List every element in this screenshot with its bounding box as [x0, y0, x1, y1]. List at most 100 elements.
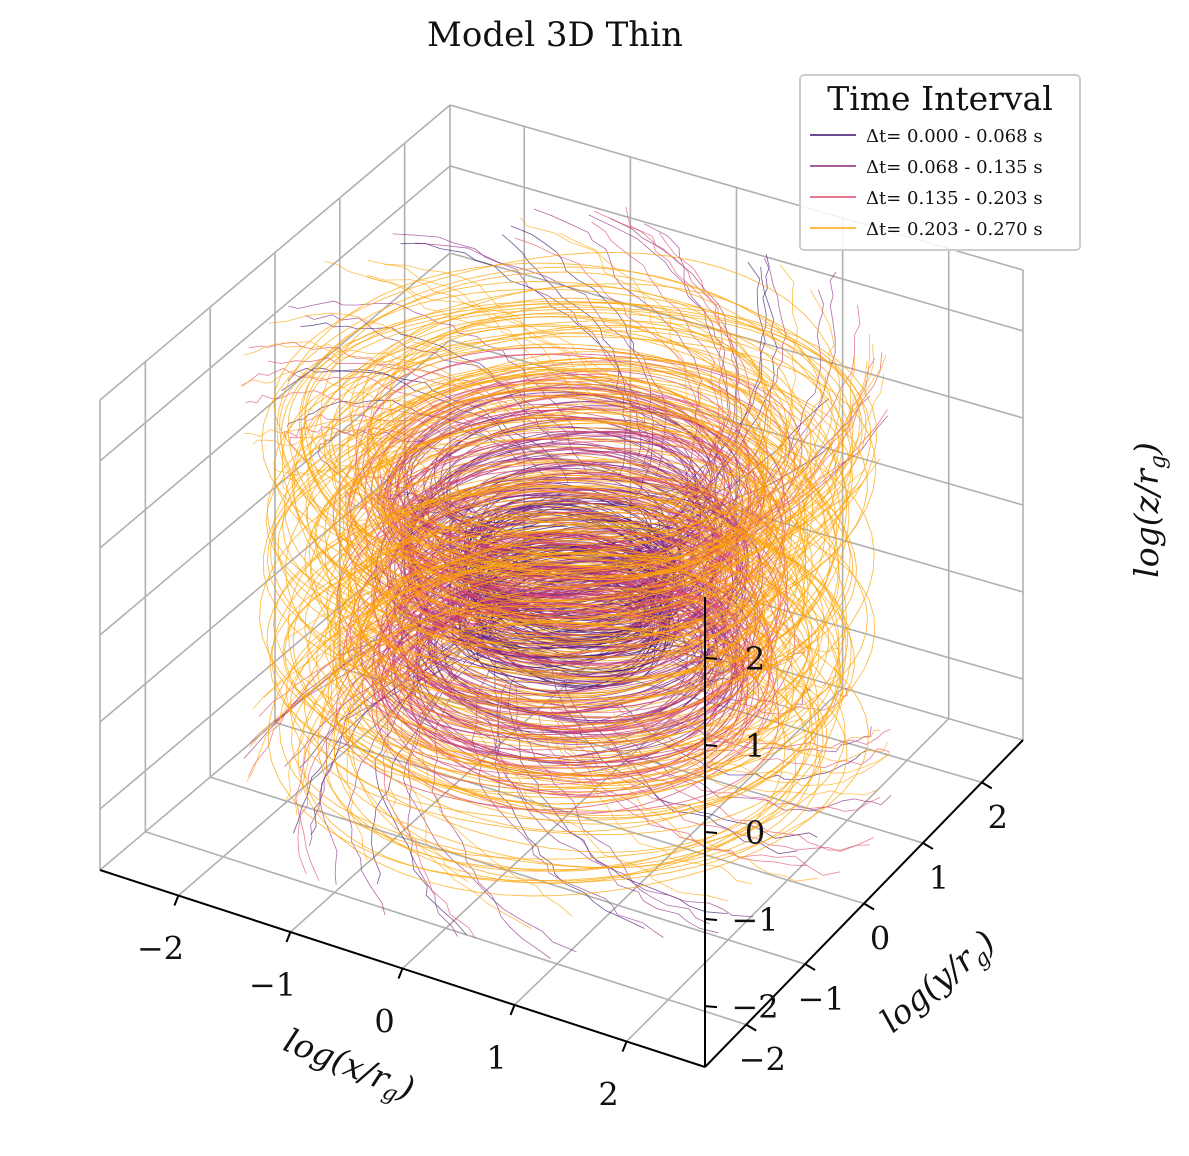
legend-entry-label: Δt= 0.135 - 0.203 s [866, 188, 1043, 209]
field-loop [371, 511, 782, 731]
field-loop [333, 513, 811, 767]
z-axis-label: log(z/rg) [1127, 442, 1171, 578]
outflow-strand [398, 550, 545, 590]
field-loop [271, 486, 855, 794]
chart-title: Model 3D Thin [427, 15, 683, 55]
outflow-strand [324, 260, 590, 410]
field-loop [282, 516, 847, 819]
field-loop [355, 347, 803, 586]
field-loop [304, 283, 823, 561]
z-tick-mark [704, 656, 718, 660]
field-loop [371, 567, 778, 785]
z-tick-label: −1 [731, 901, 778, 939]
x-tick-label: −2 [137, 930, 184, 968]
field-loop [381, 395, 766, 602]
field-loop [339, 453, 798, 697]
outflow-strand [619, 484, 862, 595]
outflow-strand [743, 646, 838, 694]
field-loop [276, 262, 867, 576]
outflow-strand [622, 720, 891, 787]
field-loop [409, 609, 719, 776]
outflow-strand [673, 352, 883, 574]
x-tick-mark [285, 931, 292, 943]
field-loop [284, 521, 852, 825]
outflow-strand [243, 343, 509, 418]
outflow-strand [419, 672, 573, 917]
y-tick-label: 2 [988, 798, 1008, 836]
outflow-strand [447, 529, 658, 551]
outflow-strand [454, 530, 706, 556]
field-loop [376, 602, 766, 811]
field-loop [377, 366, 767, 575]
z-tick-label: 2 [745, 640, 765, 678]
grid-wall-left-z [99, 339, 451, 636]
series-3 [242, 217, 891, 929]
field-loop [273, 475, 847, 784]
y-tick-label: −2 [739, 1041, 786, 1079]
field-loop [286, 555, 842, 853]
outflow-strand [533, 723, 752, 884]
outflow-strand [665, 704, 888, 763]
grid-wall-back-z [449, 165, 1024, 332]
field-loop [362, 475, 756, 685]
outflow-strand [663, 355, 887, 575]
field-loop [356, 524, 761, 739]
outflow-strand [729, 360, 868, 569]
outflow-strand [346, 650, 373, 861]
field-loop [383, 596, 755, 797]
outflow-strand [594, 210, 743, 509]
outflow-strand [559, 232, 714, 479]
outflow-strand [383, 263, 649, 427]
outflow-strand [284, 413, 483, 449]
field-loop [394, 487, 761, 684]
field-loop [353, 479, 777, 704]
z-tick-mark [704, 918, 718, 922]
field-loop [379, 325, 769, 534]
grid-floor-y [274, 721, 865, 905]
grid-wall-left-z [99, 252, 451, 549]
field-loop [347, 495, 805, 739]
field-loop [334, 625, 786, 869]
outflow-strand [336, 519, 372, 569]
outflow-strand [722, 264, 798, 522]
x-tick-label: 2 [598, 1075, 618, 1113]
field-loop [259, 437, 868, 758]
outflow-strand [639, 724, 888, 777]
outflow-strand [653, 615, 748, 645]
field-loop [284, 343, 841, 637]
outflow-strand [562, 735, 819, 882]
outflow-strand [594, 469, 866, 602]
z-tick-label: 0 [745, 814, 765, 852]
field-loop [287, 306, 872, 618]
outflow-strand [763, 634, 844, 660]
z-tick-label: −2 [731, 988, 778, 1026]
field-loop [273, 326, 853, 637]
outflow-strand [367, 274, 573, 391]
field-loop [351, 639, 807, 882]
field-loop [285, 406, 854, 708]
outflow-strand [267, 357, 549, 432]
outflow-strand [331, 458, 415, 510]
outflow-strand [688, 706, 881, 751]
outflow-strand [510, 225, 654, 498]
outflow-strand [263, 565, 532, 698]
field-loop [345, 459, 813, 709]
field-loop [324, 526, 809, 786]
outflow-strand [273, 443, 442, 476]
outflow-strand [719, 623, 774, 662]
field-loop [353, 541, 770, 762]
pane-edge [99, 104, 451, 401]
outflow-strand [243, 419, 458, 448]
y-tick-mark [981, 781, 993, 790]
outflow-strand [248, 588, 506, 748]
outflow-strand [400, 683, 469, 883]
outflow-strand [333, 565, 602, 650]
outflow-strand [268, 312, 548, 427]
field-loop [281, 336, 877, 653]
field-loop [358, 351, 762, 568]
outflow-strand [738, 289, 835, 531]
outflow-strand [366, 276, 608, 408]
field-loop [435, 577, 702, 723]
field-loop [269, 505, 840, 812]
